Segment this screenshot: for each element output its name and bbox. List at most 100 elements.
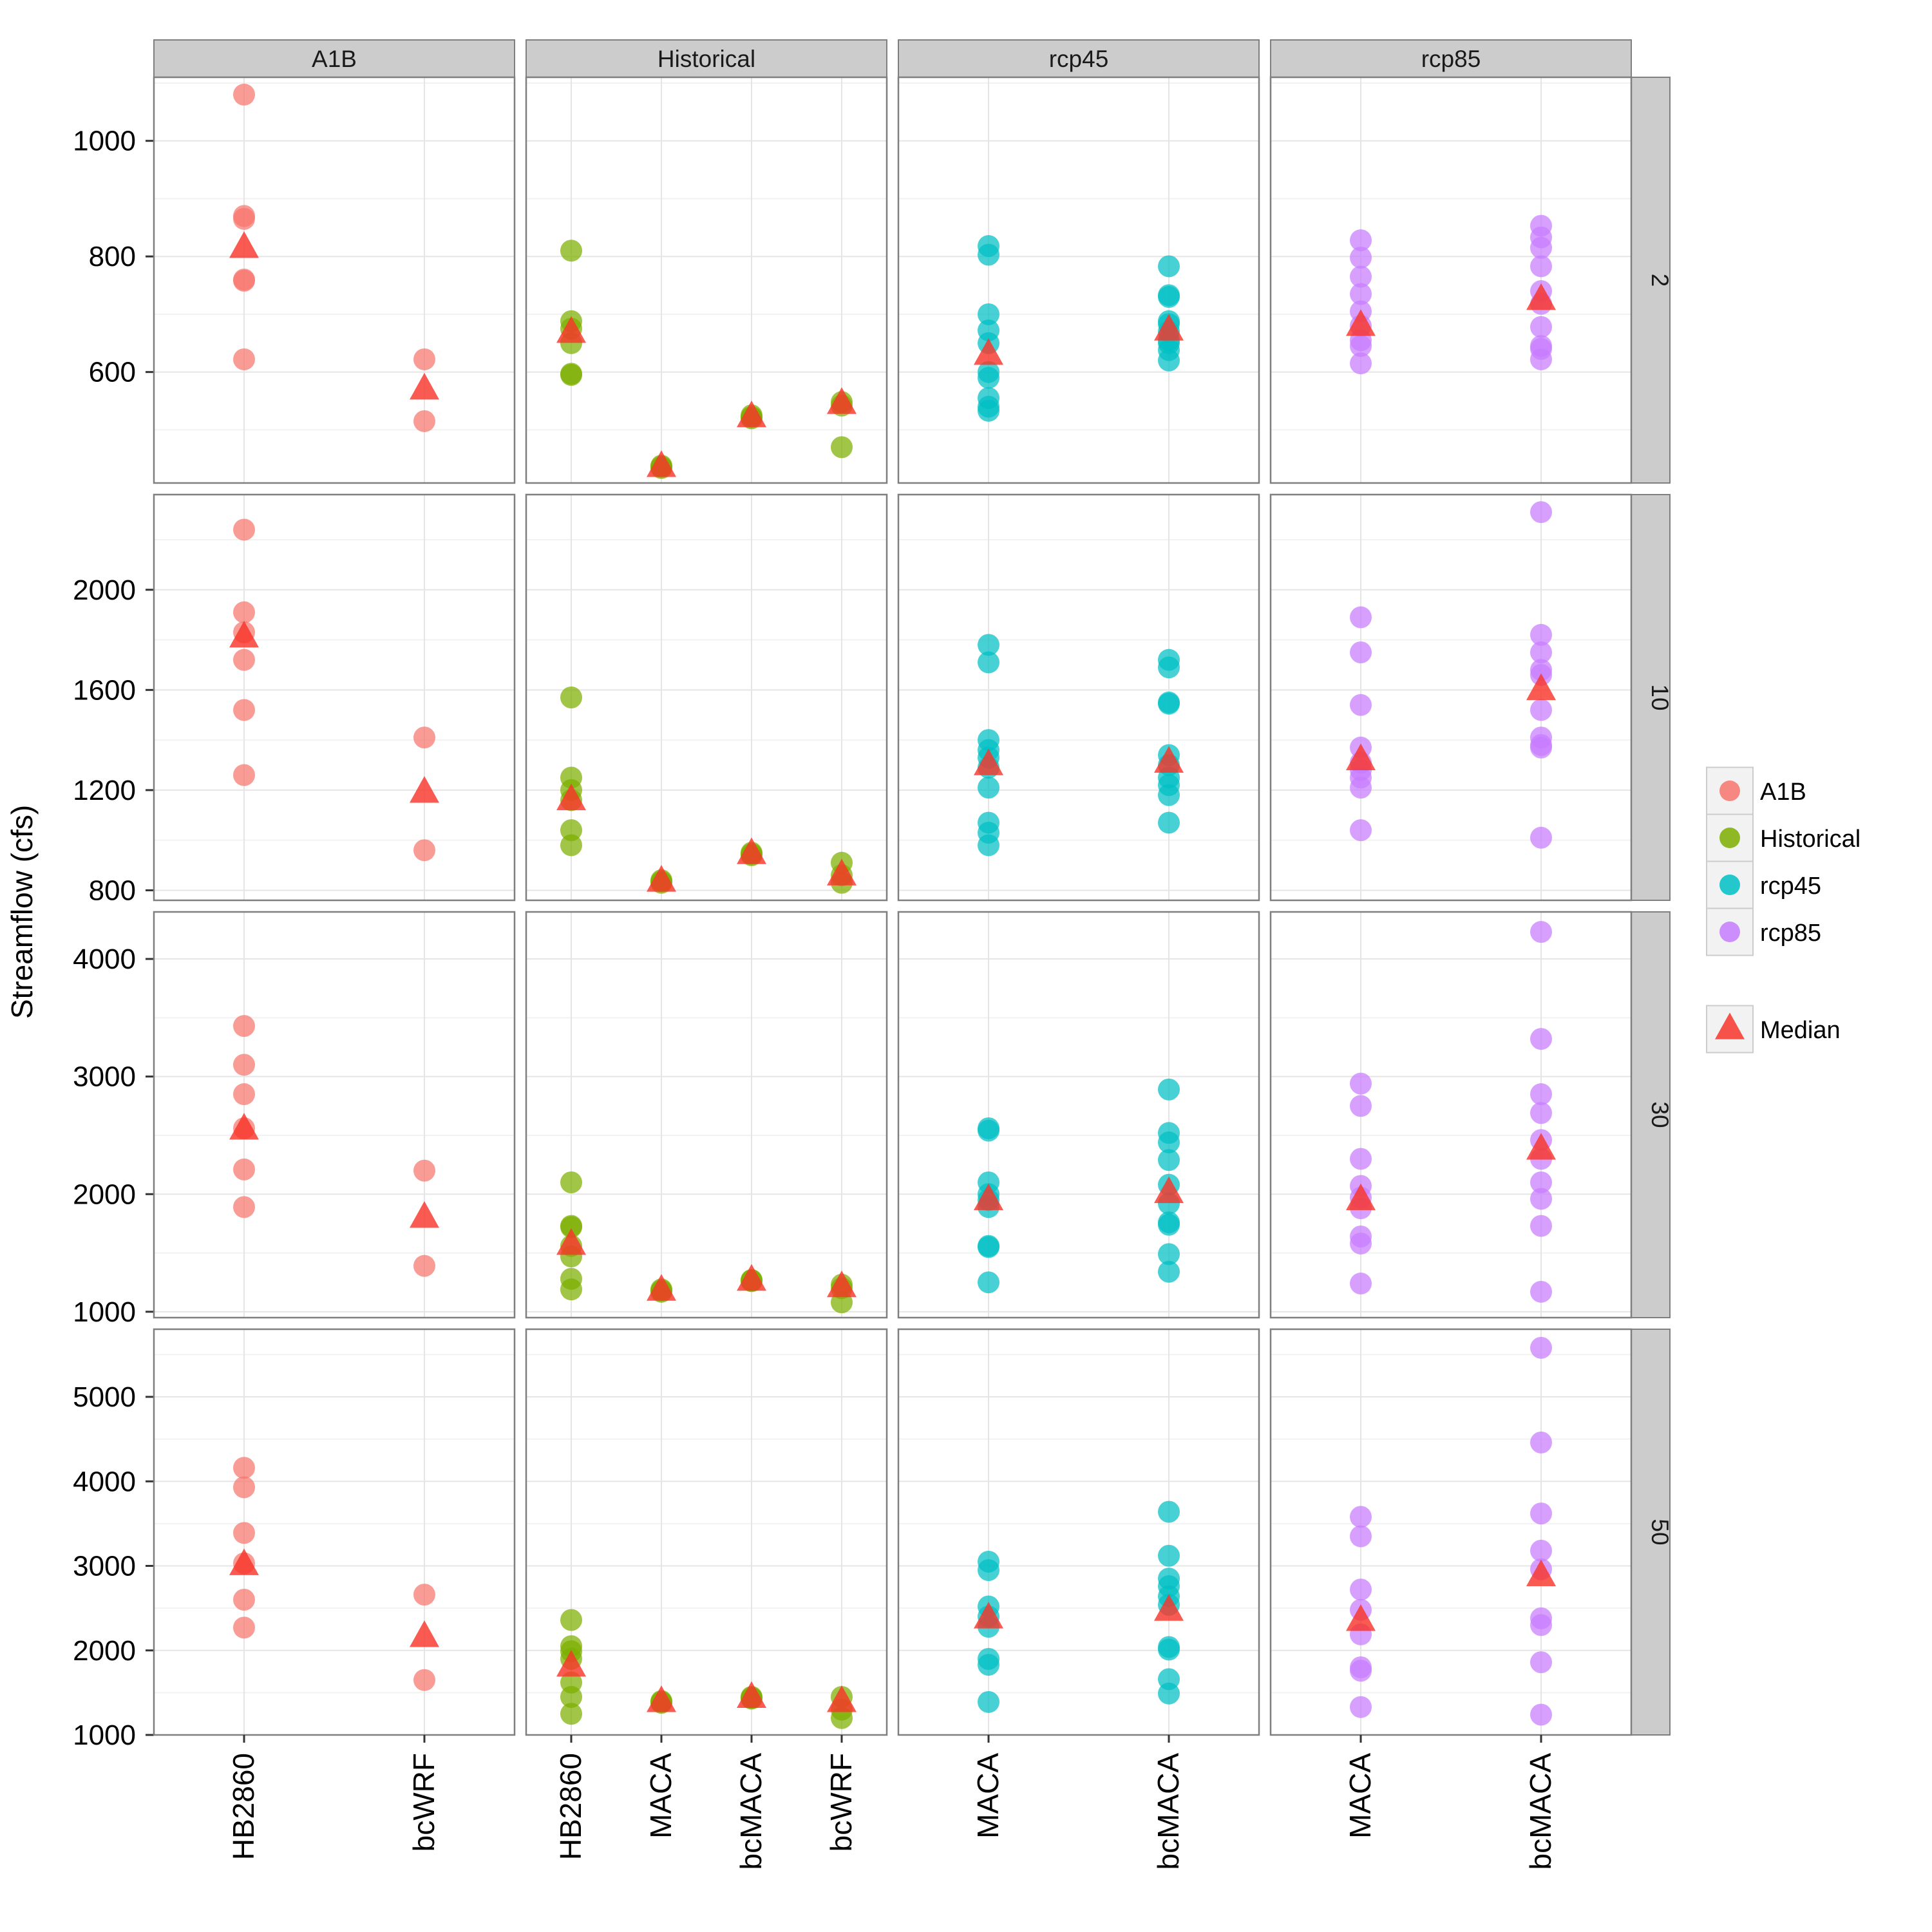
data-point (978, 1559, 999, 1582)
data-point (1350, 247, 1372, 269)
data-point (1530, 1651, 1552, 1674)
data-point (831, 436, 853, 459)
y-tick-label: 800 (89, 875, 136, 906)
y-tick-label: 1000 (73, 1719, 136, 1751)
panel-background (526, 912, 887, 1318)
facet-panel (1269, 1328, 1633, 1736)
legend-label: Historical (1760, 826, 1861, 853)
legend-item: rcp85 (1706, 907, 1821, 956)
facet-panel (897, 76, 1260, 484)
panel-border (153, 1328, 516, 1736)
data-point (978, 1119, 999, 1142)
data-point (560, 240, 582, 262)
legend-item: A1B (1706, 766, 1806, 815)
legend-item-median: Median (1706, 1005, 1841, 1054)
data-point (1530, 1614, 1552, 1636)
data-point (1350, 1506, 1372, 1528)
data-point (233, 764, 255, 786)
data-point (233, 601, 255, 623)
data-point (1350, 1525, 1372, 1548)
facet-strip-row (1631, 911, 1671, 1318)
data-point (1530, 623, 1552, 646)
data-point (1350, 265, 1372, 288)
median-marker (1526, 1559, 1556, 1586)
facet-panel (897, 911, 1260, 1319)
median-marker (647, 1685, 676, 1712)
data-point (1350, 1578, 1372, 1601)
data-point (233, 649, 255, 671)
data-point (1158, 1131, 1180, 1153)
data-point (978, 303, 999, 325)
data-point (978, 777, 999, 799)
panel-background (898, 1329, 1259, 1735)
panel-background (1271, 77, 1631, 483)
y-tick-label: 600 (89, 357, 136, 388)
median-marker (974, 748, 1003, 775)
data-point (1350, 283, 1372, 305)
median-marker (1154, 746, 1184, 773)
legend-label: Median (1760, 1017, 1841, 1044)
median-marker (1346, 1183, 1376, 1211)
facet-panel (525, 493, 888, 902)
data-point (1350, 1273, 1372, 1295)
median-marker (647, 1274, 676, 1301)
panel-background (1271, 1329, 1631, 1735)
median-marker (229, 1113, 259, 1140)
median-marker (556, 1228, 586, 1255)
median-marker (1154, 1176, 1184, 1204)
data-point (1530, 1188, 1552, 1210)
data-point (1530, 1280, 1552, 1303)
y-axis-title: Streamflow (cfs) (5, 805, 39, 1019)
median-marker (410, 1201, 439, 1228)
median-marker (410, 372, 439, 400)
data-point (413, 1669, 435, 1691)
median-marker (974, 1183, 1003, 1211)
median-marker (827, 387, 857, 414)
data-point (1350, 1072, 1372, 1095)
data-point (413, 1584, 435, 1606)
x-tick-label: bcMACA (1524, 1753, 1557, 1870)
panel-border (525, 76, 888, 484)
y-tick-label: 1200 (73, 775, 136, 806)
data-point (1530, 699, 1552, 721)
y-tick-label: 4000 (73, 943, 136, 975)
median-marker (1346, 743, 1376, 770)
data-point (831, 1707, 853, 1729)
data-point (1530, 1336, 1552, 1359)
data-point (560, 687, 582, 708)
data-point (1158, 1544, 1180, 1567)
panel-background (154, 912, 515, 1318)
data-point (1350, 1232, 1372, 1255)
y-tick-label: 1000 (73, 126, 136, 157)
data-point (1530, 255, 1552, 278)
data-point (1158, 1682, 1180, 1705)
data-point (978, 366, 999, 389)
x-tick-label: HB2860 (227, 1753, 260, 1860)
panel-background (1271, 495, 1631, 900)
data-point (1530, 1431, 1552, 1454)
data-point (1158, 1243, 1180, 1265)
data-point (1350, 1660, 1372, 1682)
x-tick-label: bcMACA (734, 1753, 768, 1870)
data-point (1530, 1502, 1552, 1525)
data-point (1158, 255, 1180, 278)
data-point (1350, 694, 1372, 716)
data-point (1530, 736, 1552, 759)
facet-panel (153, 76, 516, 484)
panel-border (525, 1328, 888, 1736)
median-marker (1526, 673, 1556, 701)
data-point (1530, 1703, 1552, 1726)
x-tick-label: HB2860 (554, 1753, 587, 1860)
panel-border (525, 911, 888, 1319)
facet-strip-column (153, 39, 515, 78)
data-point (560, 1685, 582, 1708)
facet-strip-column (1270, 39, 1632, 78)
legend-label: rcp85 (1760, 920, 1821, 947)
data-point (560, 834, 582, 857)
data-point (1530, 1215, 1552, 1237)
panel-background (898, 77, 1259, 483)
x-tick-label: MACA (1343, 1753, 1377, 1839)
facet-strip-label: 30 (1647, 1101, 1673, 1128)
y-tick-label: 1000 (73, 1296, 136, 1328)
